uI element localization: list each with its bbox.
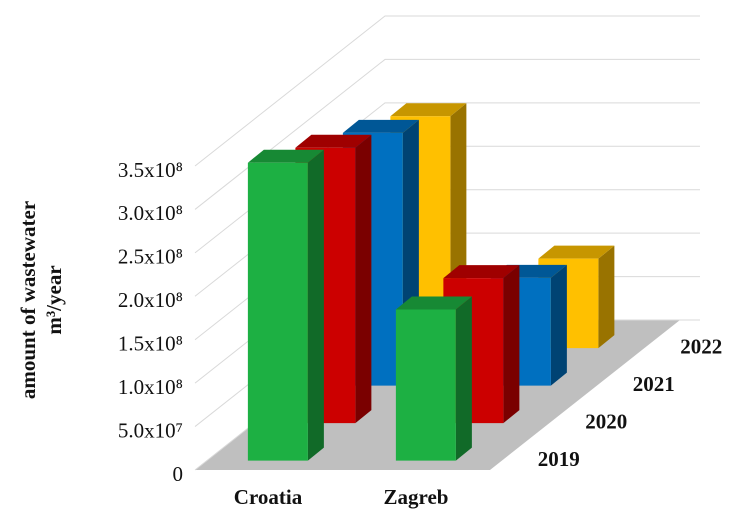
bar — [395, 296, 472, 461]
bar-top — [295, 134, 372, 148]
bar-front — [395, 309, 456, 461]
bar-top — [390, 103, 467, 117]
bar-top — [342, 119, 419, 133]
bar-front — [247, 162, 308, 461]
depth-tick-label: 2021 — [633, 372, 675, 396]
x-tick-label: Croatia — [234, 485, 303, 509]
y-tick-label: 1.0x10⁸ — [118, 375, 183, 399]
x-tick-label: Zagreb — [384, 485, 449, 509]
y-axis-title-line: m³/year — [42, 265, 66, 334]
bar-side — [503, 265, 520, 424]
grid-line — [194, 15, 700, 167]
bar-top — [247, 149, 324, 163]
y-tick-label: 2.5x10⁸ — [118, 245, 183, 269]
y-axis-title-line: amount of wastewater — [16, 201, 40, 399]
y-tick-label: 3.5x10⁸ — [118, 158, 183, 182]
bar-top — [443, 265, 520, 279]
bar-side — [355, 134, 372, 424]
bar-side — [598, 245, 615, 349]
bar-top — [395, 296, 472, 310]
bar — [247, 149, 324, 461]
depth-tick-label: 2020 — [585, 410, 627, 434]
y-tick-label: 2.0x10⁸ — [118, 288, 183, 312]
bar-side — [307, 149, 324, 461]
depth-tick-label: 2019 — [538, 447, 580, 471]
y-tick-label: 1.5x10⁸ — [118, 332, 183, 356]
bar-side — [455, 296, 472, 461]
depth-tick-label: 2022 — [680, 335, 722, 359]
bar-side — [550, 264, 567, 386]
y-tick-label: 3.0x10⁸ — [118, 201, 183, 225]
y-axis-title: amount of wastewater m³/year — [16, 201, 66, 399]
bar-top — [538, 245, 615, 259]
y-tick-label: 5.0x10⁷ — [118, 418, 183, 442]
y-tick-label: 0 — [173, 462, 184, 486]
